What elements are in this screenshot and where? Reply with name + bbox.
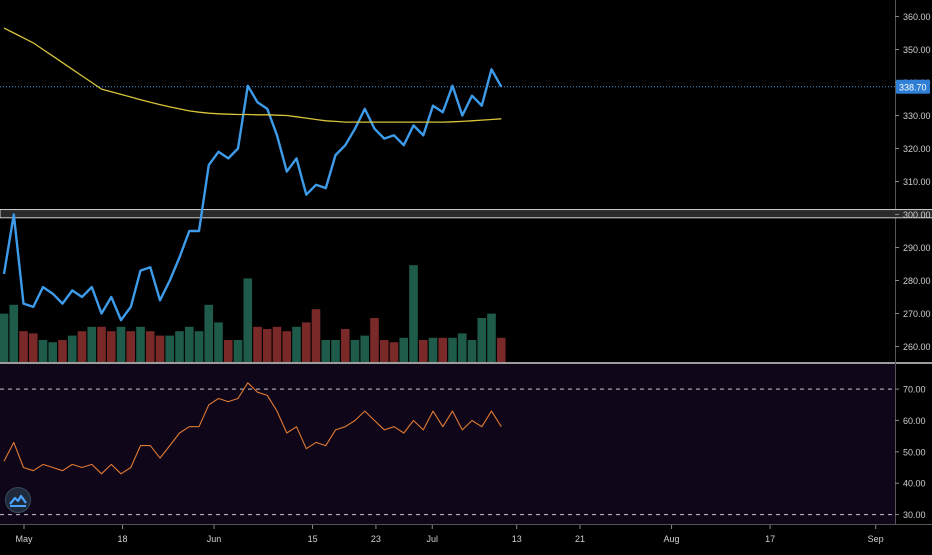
- drawing-annotations[interactable]: [0, 30, 932, 219]
- volume-bar: [292, 326, 301, 362]
- volume-bar: [116, 326, 126, 362]
- volume-bar: [145, 331, 155, 362]
- volume-bar: [38, 340, 48, 362]
- oscillator-panel-background: [0, 364, 895, 524]
- logo-glyph-icon: [9, 494, 27, 507]
- volume-bar: [233, 340, 243, 362]
- price-tick-label: 330.00: [903, 111, 931, 121]
- time-tick-label: 23: [371, 534, 381, 544]
- last-price-value: 338.70: [899, 82, 927, 92]
- volume-bar: [175, 331, 184, 362]
- oscillator-tick-label: 50.00: [903, 447, 926, 457]
- moving-average-line: [3, 27, 502, 123]
- volume-bar: [97, 326, 106, 362]
- oscillator-tick-label: 40.00: [903, 479, 926, 489]
- volume-bar: [389, 342, 399, 362]
- volume-bar: [477, 318, 487, 362]
- price-series: [2, 27, 503, 322]
- volume-bar: [9, 304, 19, 362]
- volume-bar: [204, 304, 214, 362]
- volume-bar: [418, 340, 428, 362]
- volume-bar: [253, 326, 262, 362]
- volume-bar: [321, 340, 331, 362]
- price-tick-label: 280.00: [903, 276, 931, 286]
- volume-bar: [340, 329, 350, 362]
- price-tick-label: 350.00: [903, 45, 931, 55]
- oscillator-axis[interactable]: 70.00 60.00 50.00 40.00 30.00: [895, 385, 926, 520]
- price-tick-label: 260.00: [903, 342, 931, 352]
- volume-bar: [448, 337, 457, 362]
- volume-bar: [301, 322, 311, 362]
- volume-bar: [379, 340, 389, 362]
- volume-bar: [457, 333, 467, 362]
- volume-bar: [223, 340, 233, 362]
- volume-bar: [214, 322, 223, 362]
- volume-bar: [272, 326, 282, 362]
- volume-bar: [19, 331, 28, 362]
- volume-bar: [165, 335, 175, 362]
- volume-bar: [487, 313, 496, 362]
- price-tick-label: 290.00: [903, 243, 931, 253]
- volume-bar: [243, 278, 253, 362]
- volume-bar: [350, 340, 360, 362]
- volume-bar: [262, 329, 272, 362]
- time-tick-label: May: [15, 534, 33, 544]
- volume-bar: [467, 340, 477, 362]
- volume-bar: [428, 337, 438, 362]
- time-tick-label: 18: [118, 534, 128, 544]
- time-tick-label: Jul: [426, 534, 438, 544]
- volume-bar: [48, 342, 58, 362]
- oscillator-tick-label: 70.00: [903, 385, 926, 395]
- volume-bar: [331, 340, 340, 362]
- volume-bar: [360, 335, 370, 362]
- volume-bar: [409, 265, 418, 362]
- time-tick-label: 13: [512, 534, 522, 544]
- tradingview-logo-icon[interactable]: [5, 487, 31, 513]
- volume-bar: [87, 326, 97, 362]
- volume-bar: [58, 340, 67, 362]
- support-band: [0, 209, 932, 219]
- volume-bar: [496, 337, 506, 362]
- price-tick-label: 300.00: [903, 210, 931, 220]
- price-tick-label: 310.00: [903, 177, 931, 187]
- volume-bar: [126, 331, 136, 362]
- price-tick-label: 320.00: [903, 144, 931, 154]
- volume-bar: [77, 331, 87, 362]
- volume-bar: [184, 326, 194, 362]
- oscillator-series: [0, 382, 895, 516]
- volume-bar: [311, 309, 321, 362]
- price-tick-label: 270.00: [903, 309, 931, 319]
- volume-bar: [282, 331, 292, 362]
- volume-bar: [0, 313, 9, 362]
- volume-bar: [399, 337, 409, 362]
- time-tick-label: 17: [765, 534, 775, 544]
- price-line: [2, 68, 503, 322]
- volume-bar: [67, 335, 77, 362]
- volume-bars: [0, 265, 506, 362]
- oscillator-tick-label: 60.00: [903, 416, 926, 426]
- volume-bar: [438, 337, 448, 362]
- oscillator-line: [3, 382, 502, 475]
- time-axis[interactable]: May 18 Jun 15 23 Jul 13 21 Aug 17 Sep: [15, 525, 884, 544]
- time-tick-label: Aug: [664, 534, 680, 544]
- volume-bar: [194, 331, 204, 362]
- last-price-badge: [896, 79, 930, 94]
- time-tick-label: 21: [575, 534, 585, 544]
- volume-bar: [155, 335, 165, 362]
- time-tick-label: 15: [308, 534, 318, 544]
- last-price-label: 338.70: [896, 79, 930, 94]
- volume-bar: [106, 331, 116, 362]
- volume-bar: [28, 333, 38, 362]
- price-tick-label: 360.00: [903, 12, 931, 22]
- volume-bar: [136, 326, 145, 362]
- volume-bar: [370, 318, 379, 362]
- time-tick-label: Jun: [207, 534, 222, 544]
- oscillator-tick-label: 30.00: [903, 510, 926, 520]
- time-tick-label: Sep: [868, 534, 884, 544]
